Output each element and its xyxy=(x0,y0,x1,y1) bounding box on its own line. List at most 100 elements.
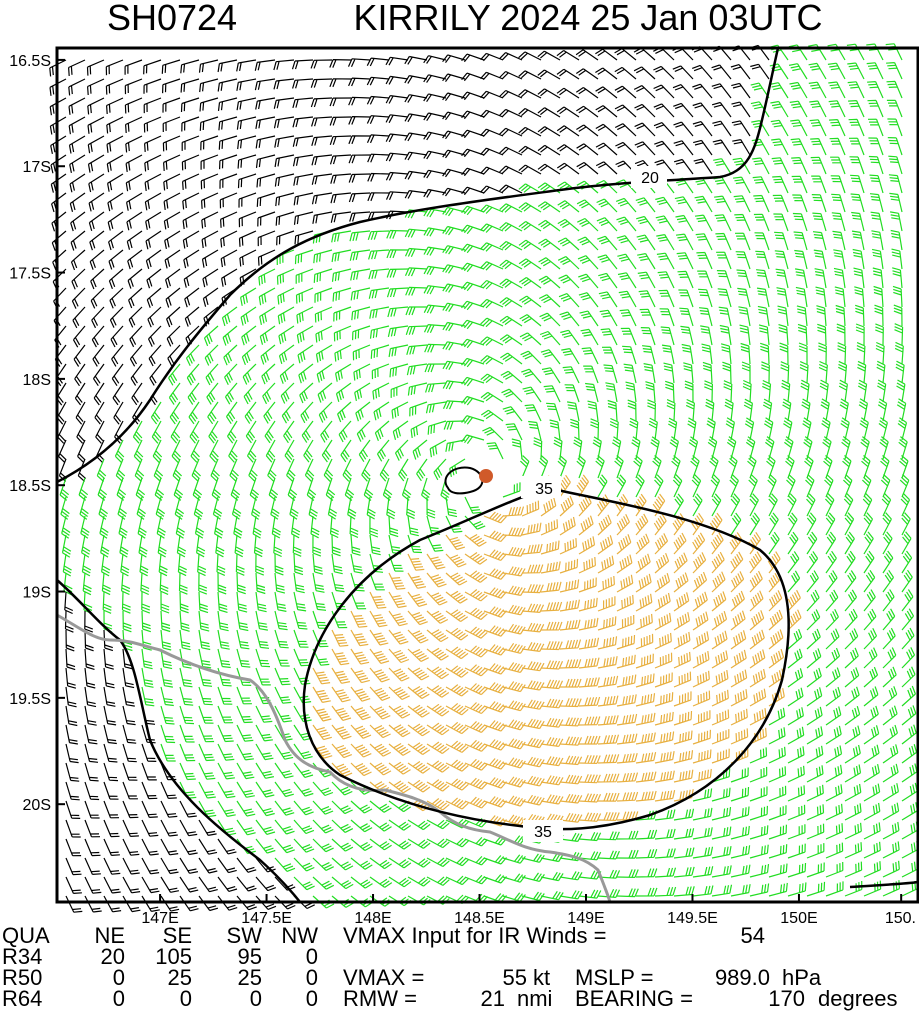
wind-barb xyxy=(733,176,751,194)
wind-barb xyxy=(200,154,219,170)
wind-barb xyxy=(806,804,825,821)
wind-barb xyxy=(65,895,83,913)
wind-barb xyxy=(890,229,903,251)
wind-barb xyxy=(259,306,276,326)
wind-barb xyxy=(181,154,200,171)
wind-barb xyxy=(856,342,866,365)
wind-barb xyxy=(163,154,181,171)
wind-barb xyxy=(404,267,428,277)
wind-barb xyxy=(711,709,730,726)
wind-barb xyxy=(237,154,257,169)
wind-barb xyxy=(445,590,468,604)
wind-barb xyxy=(711,865,732,878)
wind-barb xyxy=(537,182,561,194)
wind-barb xyxy=(901,705,917,726)
wind-barb xyxy=(654,848,676,859)
wind-barb xyxy=(673,158,694,175)
wind-barb xyxy=(768,746,786,764)
wind-barb xyxy=(293,857,315,872)
wind-barb xyxy=(863,569,876,593)
wind-barb xyxy=(111,344,124,367)
wind-barb xyxy=(423,208,447,218)
wind-barb xyxy=(614,123,637,137)
wind-barb xyxy=(863,647,878,669)
wind-barb xyxy=(143,97,162,114)
wind-barb xyxy=(823,455,833,479)
wind-barb xyxy=(654,672,673,688)
wind-barb xyxy=(578,851,602,861)
wind-barb xyxy=(445,496,458,518)
wind-barb xyxy=(540,698,564,709)
wind-barb xyxy=(768,707,786,726)
wind-barb xyxy=(559,599,580,612)
wind-barb xyxy=(412,439,428,460)
wind-barb xyxy=(274,648,290,667)
wind-barb xyxy=(673,140,694,156)
wind-barb xyxy=(772,194,789,213)
wind-barb xyxy=(167,344,181,367)
wind-barb xyxy=(367,153,390,163)
wind-barb xyxy=(587,400,599,422)
wind-barb xyxy=(737,287,751,308)
wind-barb xyxy=(692,768,712,783)
wind-barb xyxy=(844,880,863,897)
wind-barb xyxy=(711,884,733,897)
wind-barb xyxy=(634,493,647,517)
wind-barb xyxy=(273,534,283,558)
wind-barb xyxy=(424,363,447,373)
wind-barb xyxy=(198,572,208,595)
wind-barb xyxy=(730,825,750,840)
wind-barb xyxy=(778,324,789,346)
wind-barb xyxy=(75,401,86,425)
wind-barb xyxy=(863,628,878,650)
wind-barb xyxy=(540,737,564,747)
wind-barb xyxy=(350,667,370,684)
wind-barb xyxy=(198,705,214,724)
wind-barb xyxy=(442,380,466,390)
wind-barb xyxy=(616,772,639,783)
wind-barb xyxy=(199,116,219,131)
wind-barb xyxy=(783,417,793,441)
wind-barb xyxy=(64,591,74,615)
wind-barb xyxy=(619,309,637,327)
wind-barb xyxy=(461,129,485,139)
wind-barb xyxy=(68,59,86,77)
wind-barb xyxy=(229,458,239,482)
wind-barb xyxy=(502,681,526,693)
wind-barb xyxy=(578,832,602,842)
table-cell: 0 xyxy=(306,944,318,969)
wind-barb xyxy=(851,211,865,232)
wind-barb xyxy=(217,838,237,855)
wind-barb xyxy=(388,686,410,701)
wind-barb xyxy=(294,230,314,245)
wind-barb xyxy=(331,534,341,557)
wind-barb xyxy=(614,455,624,479)
wind-barb xyxy=(500,352,523,365)
table-header: SE xyxy=(163,923,192,948)
wind-barb xyxy=(616,713,638,726)
wind-barb xyxy=(901,666,916,688)
wind-barb xyxy=(502,566,526,577)
wind-barb xyxy=(461,357,485,368)
wind-barb xyxy=(255,876,277,892)
wind-barb xyxy=(882,860,900,878)
wind-barb xyxy=(768,531,780,555)
wind-barb xyxy=(350,610,368,628)
wind-barb xyxy=(407,895,431,906)
wind-barb xyxy=(857,379,868,403)
wind-barb xyxy=(184,287,200,308)
wind-barb xyxy=(483,874,507,884)
wind-barb xyxy=(179,857,199,874)
wind-barb xyxy=(597,254,618,270)
wind-barb xyxy=(273,59,295,71)
wind-barb xyxy=(86,59,105,76)
wind-barb xyxy=(350,800,373,814)
wind-barb xyxy=(109,306,124,328)
wind-barb xyxy=(369,800,392,813)
wind-barb xyxy=(158,553,168,577)
wind-barb xyxy=(238,230,257,247)
wind-barb xyxy=(129,325,143,348)
wind-barb xyxy=(103,724,117,745)
wind-barb xyxy=(350,629,369,647)
wind-barb xyxy=(711,670,729,688)
